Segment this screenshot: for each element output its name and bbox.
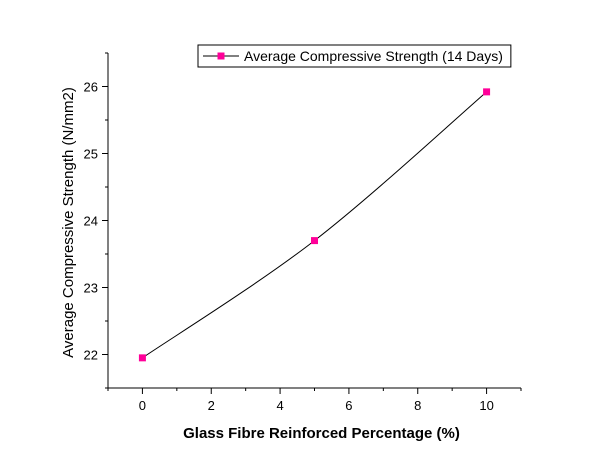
y-axis-ticks: 22 23 24 25 26 [84, 52, 108, 389]
x-tick-label: 2 [208, 398, 215, 413]
series-line [142, 91, 487, 359]
data-point-marker [483, 88, 491, 96]
x-tick-label: 6 [345, 398, 352, 413]
x-axis-ticks: 0 2 4 6 8 10 [107, 388, 522, 413]
y-tick-label: 24 [84, 214, 98, 229]
y-tick-label: 23 [84, 281, 98, 296]
data-point-marker [138, 354, 146, 362]
data-point-marker [311, 237, 318, 245]
x-tick-label: 8 [414, 398, 421, 413]
y-tick-label: 25 [84, 147, 98, 162]
legend: Average Compressive Strength (14 Days) [197, 44, 512, 68]
x-tick-label: 10 [479, 398, 493, 413]
legend-marker [217, 52, 225, 60]
series-layer [138, 88, 491, 362]
y-tick-label: 26 [84, 80, 98, 95]
y-tick-label: 22 [84, 348, 98, 363]
plot-frame [107, 53, 521, 389]
y-axis-label: Average Compressive Strength (N/mm2) [60, 87, 77, 358]
x-tick-label: 0 [139, 398, 146, 413]
legend-box [197, 44, 512, 68]
x-axis-label: Glass Fibre Reinforced Percentage (%) [183, 425, 460, 442]
legend-label: Average Compressive Strength (14 Days) [244, 48, 503, 64]
x-tick-label: 4 [276, 398, 283, 413]
